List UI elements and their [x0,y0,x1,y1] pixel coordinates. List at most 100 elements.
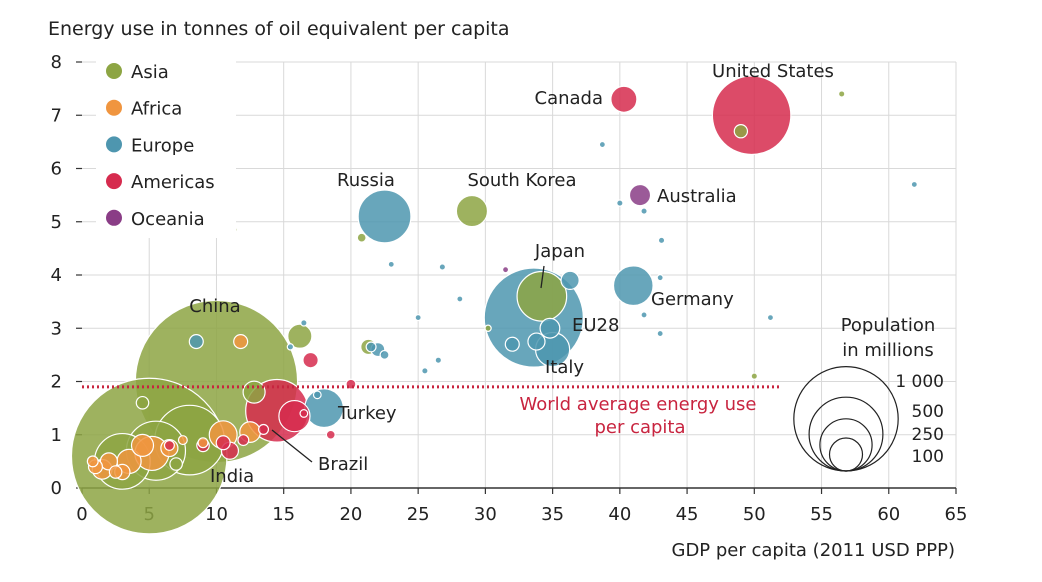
bubble-europe [598,140,606,149]
legend-label-africa: Africa [131,99,182,120]
x-tick-label: 55 [810,504,833,525]
bubble-asia [135,395,150,410]
bubble-americas [278,399,311,433]
y-tick-label: 6 [51,159,62,180]
bubble-russia [357,189,412,244]
bubble-africa [197,437,209,449]
bubble-europe [616,199,624,207]
x-tick-label: 15 [272,504,295,525]
bubble-americas [325,429,336,440]
bubble-united-states [711,75,792,156]
bubble-europe [188,334,204,350]
bubble-canada [610,85,638,113]
bubble-australia [628,183,652,207]
y-tick-label: 0 [51,478,62,499]
bubble-europe [504,336,520,352]
world-average-label-1: World average energy use [519,394,756,415]
bubble-asia [484,324,492,332]
world-average-label-2: per capita [594,417,685,438]
bubble-asia [750,372,759,380]
bubble-europe [387,260,395,268]
bubble-europe [640,207,648,215]
bubble-europe [312,390,322,400]
bubble-south-korea [455,194,489,228]
y-tick-label: 8 [51,52,62,73]
x-tick-label: 40 [608,504,631,525]
bubble-europe [539,317,561,339]
bubble-europe [456,295,464,303]
point-labels: China India EU28 United States Russia Japan Br… [189,61,834,487]
bubble-asia [733,124,749,139]
x-tick-label: 20 [339,504,362,525]
x-tick-label: 30 [474,504,497,525]
legend-swatch-europe [106,136,122,153]
bubble-europe [300,319,308,327]
leader-line-brazil [271,429,313,463]
point-label-australia: Australia [657,186,737,207]
bubble-germany [612,265,654,307]
bubble-americas [258,423,270,435]
bubble-oceania [501,266,510,274]
x-tick-label: 60 [877,504,900,525]
legend: Asia Africa Europe Americas Oceania [96,54,236,238]
bubble-europe [438,263,447,271]
bubble-europe [434,356,443,364]
bubble-asia [169,457,183,471]
y-tick-label: 1 [51,425,62,446]
legend-label-americas: Americas [131,172,215,193]
size-legend-label-250: 250 [912,425,944,445]
y-tick-label: 4 [51,265,62,286]
legend-label-europe: Europe [131,135,194,156]
bubble-africa [108,465,123,479]
chart-title: Energy use in tonnes of oil equivalent p… [48,18,510,40]
bubble-europe [766,314,775,322]
bubble-europe [657,236,666,245]
bubble-europe [910,180,918,189]
bubble-europe [656,274,664,282]
legend-swatch-africa [106,99,122,116]
bubble-americas [302,351,319,369]
bubble-asia [837,90,846,98]
bubble-americas [215,435,231,451]
x-tick-label: 50 [743,504,766,525]
bubble-europe [421,367,429,375]
size-legend-circle-250 [819,418,873,472]
x-tick-label: 0 [76,504,87,525]
size-legend-title-2: in millions [842,340,933,361]
point-label-turkey: Turkey [337,403,397,424]
point-label-china: China [189,296,240,317]
size-legend-circle-100 [828,437,864,472]
x-tick-label: 45 [676,504,699,525]
bubble-africa [177,435,188,446]
bubble-japan [516,270,568,322]
bubbles [70,75,918,535]
bubble-asia [242,380,266,404]
size-legend-circle-500 [808,396,884,472]
x-tick-label: 25 [407,504,430,525]
x-tick-label: 65 [945,504,968,525]
x-tick-label: 35 [541,504,564,525]
bubble-europe [640,311,648,319]
point-label-italy: Italy [545,357,584,378]
bubble-europe [365,341,377,353]
bubble-africa [233,334,249,350]
bubble-europe [379,349,390,360]
bubble-europe [656,329,664,338]
bubble-europe [560,270,580,290]
bubble-americas [299,409,309,418]
bubble-asia [356,232,367,243]
bubble-europe [527,332,546,351]
size-legend-label-100: 100 [912,447,944,467]
point-label-germany: Germany [651,289,734,310]
legend-label-oceania: Oceania [131,209,205,230]
legend-swatch-oceania [106,209,122,226]
legend-label-asia: Asia [131,62,169,83]
bubble-americas [237,434,250,447]
point-label-south-korea: South Korea [467,170,576,191]
bubble-africa [130,433,155,457]
size-legend-label-500: 500 [912,402,944,422]
